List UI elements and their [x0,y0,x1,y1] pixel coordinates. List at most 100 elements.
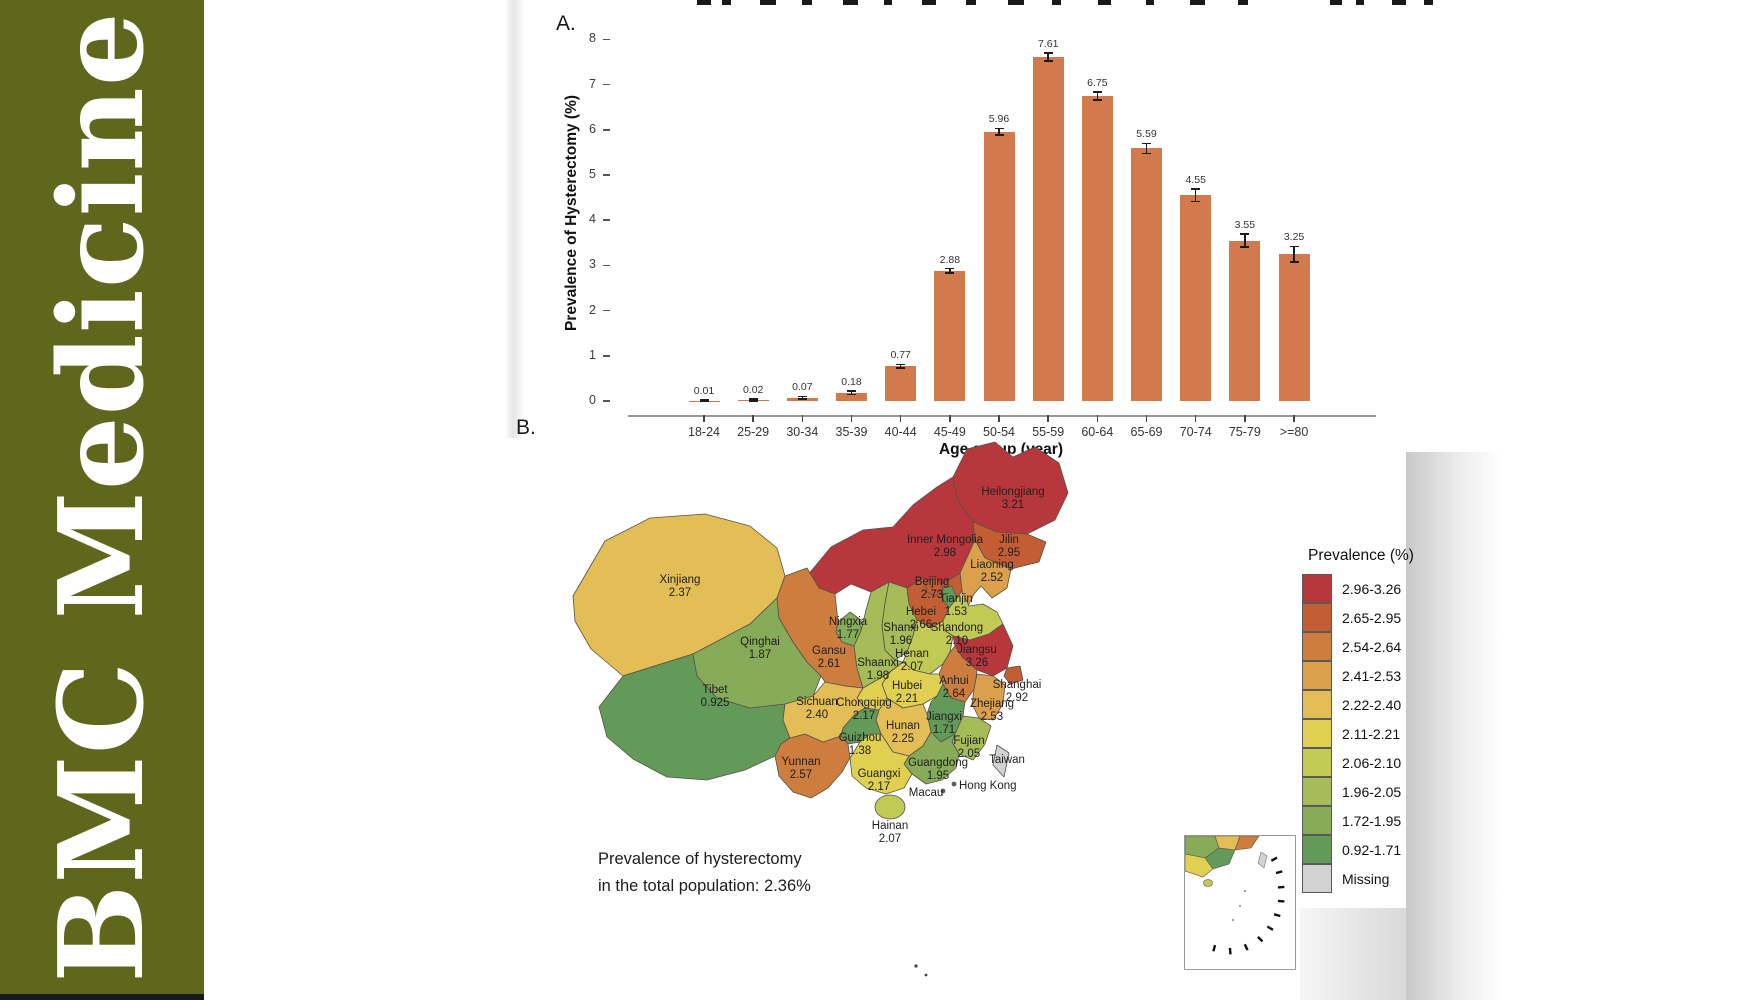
x-tick-mark [1096,415,1099,422]
legend-swatch [1302,632,1332,661]
label-hunan-value: 2.25 [892,733,914,745]
panel-a-label: A. [556,12,576,35]
x-tick-mark [1194,415,1197,422]
inset-islet [1244,890,1246,892]
province-macau-marker [940,788,946,794]
label-fujian-value: 2.05 [958,748,980,760]
y-tick-mark [603,129,610,131]
panel-b-label: B. [516,416,536,439]
legend-swatch [1302,690,1332,719]
label-guangdong: Guangdong [908,757,968,769]
label-gansu: Gansu [812,645,846,657]
province-shanghai [1003,665,1024,685]
label-shandong: Shandong [931,622,983,634]
map-caption-line1: Prevalence of hysterectomy [598,850,802,868]
bar-value-label: 5.96 [988,113,1010,126]
y-tick-label: 7 [589,76,596,91]
journal-sidebar: BMC Medicine [0,0,204,1000]
x-tick-mark [1293,415,1295,422]
legend-bin-label: 2.96-3.26 [1342,580,1402,597]
province-hainan [874,794,906,820]
label-hebei: Hebei [906,606,936,618]
legend-bin-label: 1.72-1.95 [1342,812,1402,829]
nine-dash-line-mark [1257,936,1264,943]
bar-value-label: 2.88 [939,253,961,266]
label-qinghai: Qinghai [740,636,780,648]
cropped-text-fragment [722,0,731,5]
bar-value-label: 5.59 [1136,128,1157,141]
error-bar-cap-bottom [994,133,1004,136]
legend-swatch [1302,603,1332,632]
label-anhui: Anhui [939,675,968,687]
label-anhui-value: 2.64 [943,688,966,700]
error-bar-cap-bottom [847,393,856,396]
label-beijing: Beijing [915,576,950,588]
label-tibet: Tibet [702,684,728,696]
label-yunnan: Yunnan [781,756,820,768]
inset-taiwan [1257,851,1268,869]
nine-dash-line-mark [1273,913,1281,918]
label-gansu-value: 2.61 [818,658,840,670]
label-zhejiang-value: 2.53 [981,711,1003,723]
cropped-text-fragment [1392,0,1406,5]
nine-dash-line-mark [1277,899,1285,903]
map-caption: Prevalence of hysterectomy in the total … [598,846,811,900]
label-heilongjiang: Heilongjiang [981,486,1044,498]
inset-islet [1232,919,1234,921]
error-bar-cap-top [1191,188,1201,190]
x-tick-label: 45-49 [933,425,966,439]
x-tick-mark [1145,415,1148,422]
island-speck [914,964,918,968]
province-beijing [924,577,944,597]
legend-row: 2.96-3.26 [1302,574,1414,603]
label-fujian: Fujian [953,735,984,747]
cropped-text-fragment [697,0,711,5]
map-legend: Prevalence (%) 2.96-3.26 2.65-2.95 2.54-2.… [1302,547,1414,893]
legend-swatch [1302,835,1332,864]
inset-hainan [1203,879,1213,887]
error-bar-line [801,396,804,400]
cropped-text-fragment [1098,0,1111,5]
province-sichuan [782,681,866,743]
label-shanxi-value: 1.96 [890,635,912,647]
nine-dash-line-mark [1266,925,1274,931]
label-shanxi: Shanxi [883,622,918,634]
label-qinghai-value: 1.87 [749,649,771,661]
legend-bin-label: 2.06-2.10 [1342,754,1402,771]
inset-islet [1239,905,1241,907]
bar [1229,240,1261,401]
error-bar-line [998,128,1000,135]
error-bar-cap-bottom [1142,152,1152,155]
inset-province [1185,853,1214,878]
label-sichuan: Sichuan [796,696,838,708]
x-tick-label: >=80 [1279,425,1309,439]
error-bar-line [1244,234,1246,247]
label-shandong-value: 2.10 [946,635,968,647]
province-zhejiang [971,673,1006,721]
bar-value-label: 0.01 [693,384,715,397]
error-bar-cap-top [1289,245,1299,248]
bar [1180,195,1212,401]
label-hebei-value: 2.66 [910,619,932,631]
label-inner-mongolia: Inner Mongolia [907,534,984,546]
page-edge-left [505,0,523,438]
x-tick-mark [1244,415,1246,422]
label-ningxia-value: 1.77 [837,629,859,641]
label-jiangsu-value: 3.26 [966,657,988,669]
error-bar-cap-bottom [699,400,709,402]
legend-swatch [1302,777,1332,806]
error-bar-cap-top [945,267,955,270]
x-tick-mark [801,415,804,422]
label-chongqing: Chongqing [836,697,892,709]
inset-province [1234,836,1260,851]
y-tick-label: 3 [589,257,596,272]
map-caption-line2: in the total population: 2.36% [598,877,811,895]
label-taiwan: Taiwan [989,754,1025,766]
legend-row: 0.92-1.71 [1302,835,1414,864]
label-ningxia: Ningxia [829,616,868,628]
cropped-text-fragment [922,0,936,5]
label-shaanxi: Shaanxi [857,657,899,669]
label-jiangxi: Jiangxi [926,711,962,723]
legend-row: 2.54-2.64 [1302,632,1414,661]
china-choropleth-map: Inner Mongolia2.98Heilongjiang3.21Jilin2… [572,441,1069,977]
